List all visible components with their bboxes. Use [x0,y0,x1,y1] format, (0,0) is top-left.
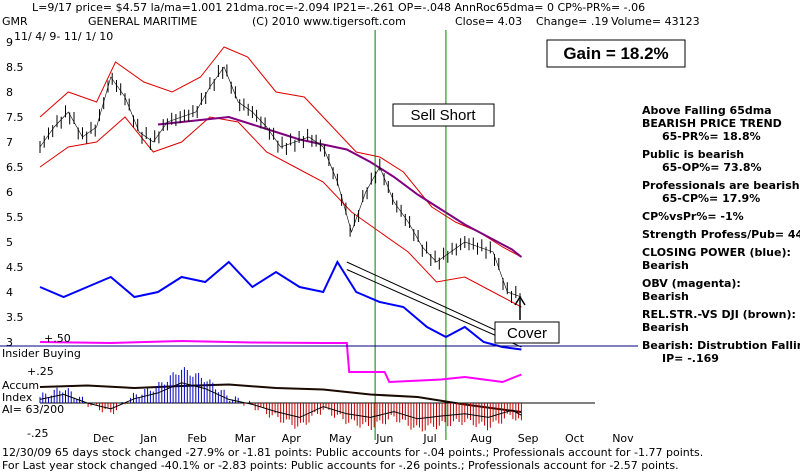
y-tick-label: 4.5 [6,261,24,274]
trend-line [346,269,522,348]
x-tick-label: Jun [375,432,393,445]
x-tick-label: Sep [518,432,539,445]
sell-short-label: Sell Short [410,107,476,124]
accum-ai-label: AI= 63/200 [2,403,64,416]
plus25-label: +.25 [27,365,54,378]
footer-line-1: 12/30/09 65 days stock changed -27.9% or… [2,446,704,459]
price-bands [39,46,523,308]
date-range: 11/ 4/ 9- 11/ 1/ 10 [14,30,113,43]
closing-power-line [39,259,522,351]
sidebar-note: CP%vsPr%= -1% [642,210,744,223]
sidebar-note: 65-CP%= 17.9% [662,192,761,205]
gain-label: Gain = 18.2% [563,44,668,63]
y-axis: 3 3.5 4 4.5 5 5.5 6 6.5 7 7.5 8 8.5 9 [6,36,24,349]
price-series [39,64,522,306]
y-tick-label: 3.5 [6,311,24,324]
copyright-label: (C) 2010 www.tigersoft.com [252,15,406,28]
y-tick-label: 4 [6,286,13,299]
plus50-label: +.50 [44,332,71,345]
y-tick-label: 7.5 [6,111,24,124]
y-tick-label: 6 [6,186,13,199]
sidebar-note: Bearish: Distrubtion Falling. [642,339,800,352]
footer-line-2: For Last year stock changed -40.1% or -2… [2,459,679,472]
x-tick-label: Jan [139,432,157,445]
volume-label: Volume= 43123 [611,15,700,28]
insider-label: Insider Buying [2,347,81,360]
lower-band-line [39,116,522,308]
y-tick-label: 8 [6,86,13,99]
obv-line [39,339,522,384]
cover-arrow [514,295,526,320]
sidebar-note: Above Falling 65dma [642,104,772,117]
trend-line [346,261,522,343]
sidebar-note: BEARISH PRICE TREND [642,117,782,130]
accum-title: Accum [2,379,39,392]
ma65-line [157,115,523,258]
gain-box [546,39,686,68]
sidebar-note: Strength Profess/Pub= 44.3 [642,228,800,241]
sidebar-note: IP= -.169 [662,352,719,365]
sidebar-note: 65-OP%= 73.8% [662,161,762,174]
upper-band-line [39,46,522,258]
x-tick-label: Apr [282,432,302,445]
indicator-series [39,259,522,413]
sidebar-note: OBV (magenta): [642,277,741,290]
signal-lines [374,30,447,440]
sidebar-note: CLOSING POWER (blue): [642,246,791,259]
y-tick-label: 6.5 [6,161,24,174]
sidebar-note: Professionals are bearish [642,179,800,192]
sidebar-note: Bearish [642,259,689,272]
x-tick-label: Feb [187,432,206,445]
cover-box [494,321,560,344]
sidebar-note: Public is bearish [642,148,745,161]
y-tick-label: 5 [6,236,13,249]
x-axis: Dec Jan Feb Mar Apr May Jun Jul Aug Sep Oct Nov [93,432,634,445]
x-tick-label: Nov [612,432,634,445]
x-tick-label: Oct [565,432,585,445]
company-name: GENERAL MARITIME [88,15,197,28]
y-tick-label: 3 [6,336,13,349]
ticker-label: GMR [2,15,28,28]
sidebar-note: REL.STR.-VS DJI (brown): [642,308,796,321]
header-stats-line: L=9/17 price= $4.57 la/ma=1.001 21dma.ro… [32,1,645,14]
x-tick-label: May [329,432,352,445]
sidebar-notes: Above Falling 65dma BEARISH PRICE TREND 65… [642,104,800,365]
x-tick-label: Jul [422,432,436,445]
y-tick-label: 8.5 [6,61,24,74]
sidebar-note: Bearish [642,321,689,334]
price-close-line [39,66,522,298]
sidebar-note: 65-PR%= 18.8% [662,130,761,143]
accum-panel [39,367,595,432]
y-tick-label: 5.5 [6,211,24,224]
x-tick-label: Aug [471,432,492,445]
cover-label: Cover [507,325,547,342]
rel-strength-line [39,383,522,413]
accum-index-label: Index [2,391,33,404]
change-label: Change= .19 [536,15,608,28]
x-tick-label: Mar [235,432,256,445]
minus25-label: -.25 [27,427,48,440]
y-tick-label: 9 [6,36,13,49]
y-tick-label: 7 [6,136,13,149]
x-tick-label: Dec [93,432,114,445]
sell-short-box [392,103,495,127]
sidebar-note: Bearish [642,290,689,303]
close-label: Close= 4.03 [455,15,522,28]
accum-ma-line [39,382,522,420]
